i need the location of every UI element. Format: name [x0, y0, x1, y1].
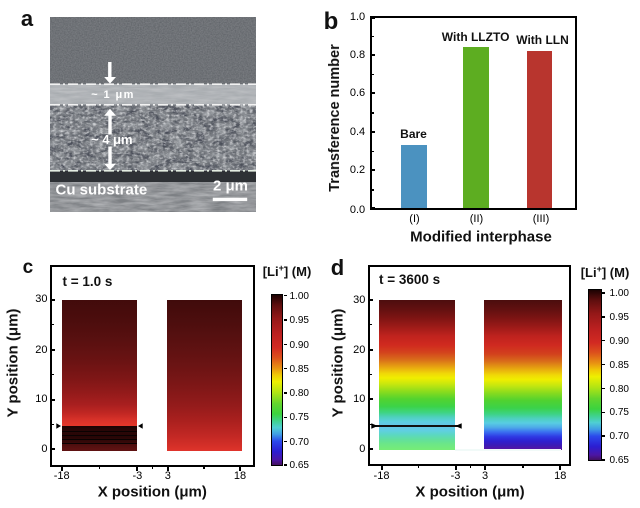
- svg-text:2 μm: 2 μm: [213, 178, 248, 195]
- svg-text:~ 1 μm: ~ 1 μm: [91, 89, 135, 101]
- svg-text:~ 4 μm: ~ 4 μm: [91, 132, 133, 147]
- svg-text:Cu substrate: Cu substrate: [55, 182, 147, 199]
